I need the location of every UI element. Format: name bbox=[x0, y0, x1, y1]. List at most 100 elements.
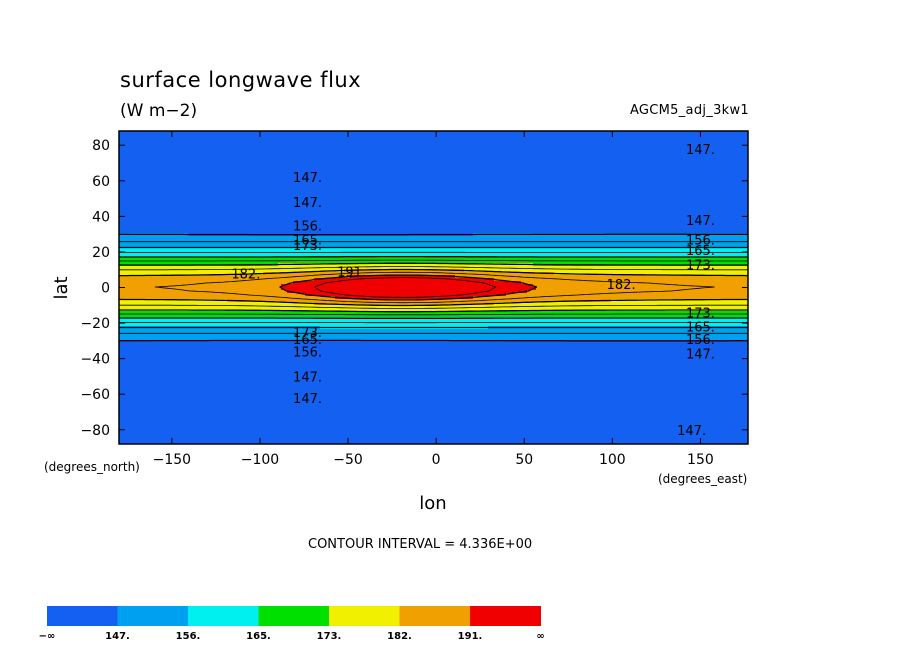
contour-cell bbox=[206, 383, 210, 387]
contour-cell bbox=[215, 293, 219, 297]
contour-cell bbox=[197, 356, 201, 360]
contour-cell bbox=[230, 167, 234, 171]
contour-cell bbox=[233, 281, 237, 285]
contour-cell bbox=[212, 389, 216, 393]
contour-cell bbox=[137, 218, 141, 222]
contour-cell bbox=[170, 146, 174, 150]
contour-cell bbox=[236, 248, 240, 252]
contour-cell bbox=[134, 368, 138, 372]
contour-cell bbox=[167, 167, 171, 171]
contour-cell bbox=[242, 392, 246, 396]
contour-cell bbox=[122, 209, 126, 213]
contour-cell bbox=[239, 365, 243, 369]
contour-cell bbox=[242, 359, 246, 363]
contour-cell bbox=[158, 338, 162, 342]
contour-cell bbox=[254, 194, 258, 198]
contour-cell bbox=[212, 323, 216, 327]
contour-cell bbox=[122, 149, 126, 153]
contour-cell bbox=[128, 185, 132, 189]
contour-cell bbox=[170, 143, 174, 147]
contour-cell bbox=[248, 374, 252, 378]
contour-cell bbox=[158, 275, 162, 279]
contour-cell bbox=[248, 248, 252, 252]
contour-cell bbox=[236, 218, 240, 222]
contour-cell bbox=[227, 257, 231, 261]
contour-cell bbox=[206, 371, 210, 375]
contour-cell bbox=[125, 227, 129, 231]
contour-cell bbox=[188, 359, 192, 363]
contour-cell bbox=[182, 407, 186, 411]
contour-cell bbox=[242, 203, 246, 207]
contour-cell bbox=[185, 206, 189, 210]
contour-cell bbox=[155, 242, 159, 246]
contour-cell bbox=[137, 392, 141, 396]
contour-cell bbox=[188, 419, 192, 423]
contour-cell bbox=[182, 317, 186, 321]
contour-cell bbox=[170, 182, 174, 186]
contour-cell bbox=[146, 389, 150, 393]
contour-cell bbox=[182, 383, 186, 387]
contour-cell bbox=[206, 395, 210, 399]
contour-cell bbox=[233, 194, 237, 198]
contour-cell bbox=[239, 269, 243, 273]
contour-cell bbox=[161, 401, 165, 405]
contour-cell bbox=[233, 254, 237, 258]
contour-cell bbox=[128, 299, 132, 303]
contour-cell bbox=[134, 206, 138, 210]
contour-cell bbox=[167, 248, 171, 252]
contour-cell bbox=[140, 290, 144, 294]
contour-cell bbox=[137, 146, 141, 150]
contour-cell bbox=[182, 185, 186, 189]
contour-cell bbox=[227, 395, 231, 399]
contour-cell bbox=[245, 323, 249, 327]
contour-cell bbox=[128, 287, 132, 291]
contour-cell bbox=[194, 380, 198, 384]
contour-cell bbox=[170, 215, 174, 219]
contour-cell bbox=[146, 131, 150, 135]
contour-cell bbox=[230, 137, 234, 141]
contour-cell bbox=[203, 224, 207, 228]
contour-cell bbox=[188, 395, 192, 399]
contour-cell bbox=[164, 251, 168, 255]
contour-cell bbox=[143, 335, 147, 339]
contour-cell bbox=[143, 194, 147, 198]
contour-cell bbox=[221, 302, 225, 306]
contour-cell bbox=[215, 278, 219, 282]
contour-cell bbox=[188, 272, 192, 276]
contour-cell bbox=[152, 413, 156, 417]
contour-cell bbox=[134, 248, 138, 252]
contour-cell bbox=[230, 158, 234, 162]
contour-cell bbox=[221, 260, 225, 264]
contour-cell bbox=[170, 425, 174, 429]
contour-cell bbox=[131, 260, 135, 264]
contour-cell bbox=[236, 227, 240, 231]
contour-cell bbox=[167, 287, 171, 291]
contour-cell bbox=[122, 380, 126, 384]
contour-cell bbox=[200, 173, 204, 177]
contour-cell bbox=[161, 299, 165, 303]
contour-cell bbox=[137, 284, 141, 288]
contour-cell bbox=[119, 314, 123, 318]
contour-cell bbox=[248, 416, 252, 420]
contour-cell bbox=[206, 194, 210, 198]
contour-cell bbox=[212, 146, 216, 150]
contour-cell bbox=[209, 137, 213, 141]
contour-cell bbox=[167, 413, 171, 417]
contour-cell bbox=[185, 272, 189, 276]
contour-cell bbox=[179, 425, 183, 429]
contour-cell bbox=[164, 293, 168, 297]
contour-cell bbox=[245, 338, 249, 342]
contour-cell bbox=[212, 158, 216, 162]
contour-cell bbox=[131, 224, 135, 228]
contour-cell bbox=[155, 143, 159, 147]
contour-cell bbox=[152, 437, 156, 441]
contour-cell bbox=[215, 440, 219, 444]
contour-cell bbox=[137, 230, 141, 234]
contour-cell bbox=[209, 194, 213, 198]
contour-cell bbox=[176, 191, 180, 195]
contour-cell bbox=[119, 245, 123, 249]
contour-cell bbox=[239, 227, 243, 231]
contour-cell bbox=[149, 182, 153, 186]
contour-cell bbox=[140, 176, 144, 180]
contour-cell bbox=[188, 236, 192, 240]
